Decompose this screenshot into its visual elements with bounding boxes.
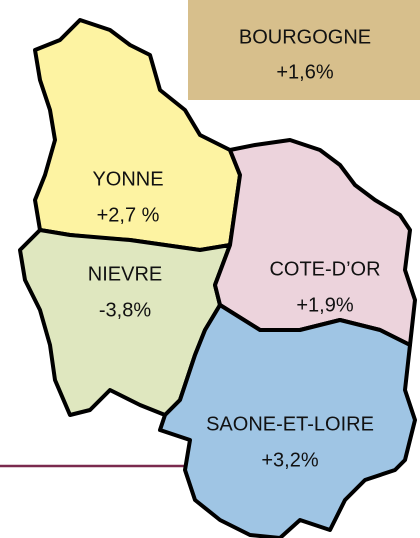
department-name: YONNE (92, 168, 163, 190)
region-name: BOURGOGNE (239, 26, 371, 48)
department-name: COTE-D’OR (269, 258, 380, 280)
department-value: -3,8% (99, 299, 151, 321)
department-value: +3,2% (261, 449, 318, 471)
department-name: SAONE-ET-LOIRE (206, 413, 374, 435)
department-name: NIEVRE (88, 263, 162, 285)
department (158, 303, 417, 538)
labels: YONNE +2,7 % NIEVRE -3,8% COTE-D’OR +1,9% SAON… (88, 168, 381, 471)
department-value: +1,9% (296, 294, 353, 316)
departments (18, 18, 417, 538)
region-value: +1,6% (276, 61, 333, 83)
department-value: +2,7 % (97, 204, 160, 226)
region-box (188, 0, 420, 100)
department (213, 138, 417, 347)
